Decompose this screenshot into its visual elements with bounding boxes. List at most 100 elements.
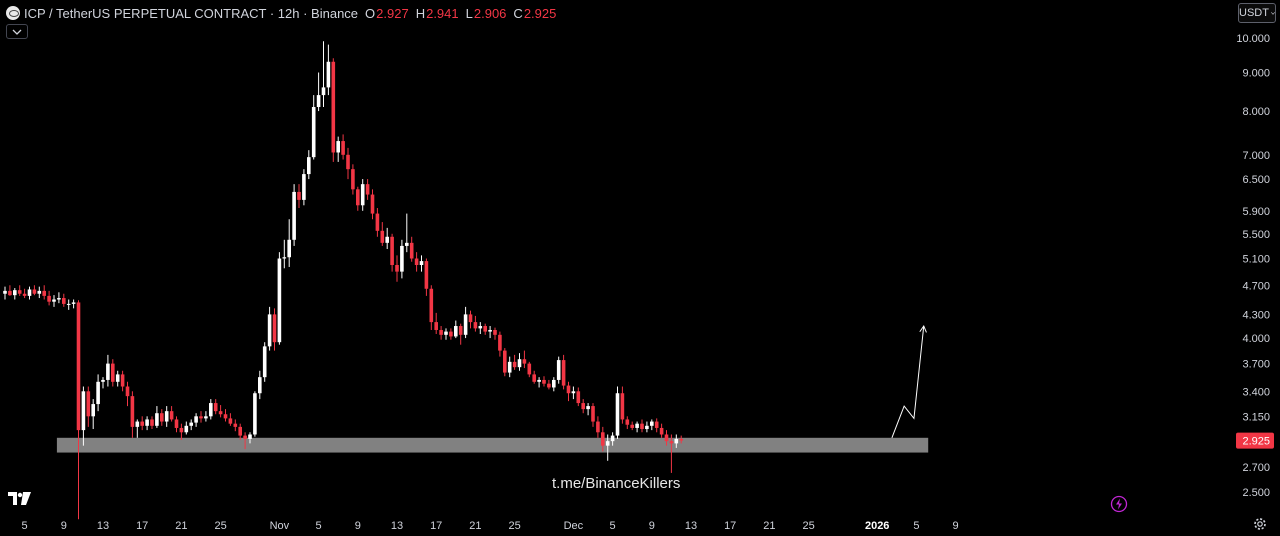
- lightning-icon[interactable]: [1110, 495, 1128, 513]
- candle-body: [179, 427, 184, 433]
- collapse-legend-button[interactable]: [6, 24, 28, 39]
- x-tick-label: 21: [469, 520, 481, 532]
- candle: [488, 326, 492, 339]
- candle: [130, 391, 135, 438]
- candle: [532, 370, 536, 384]
- candle: [385, 227, 389, 250]
- candle-body: [409, 242, 414, 259]
- candle-body: [645, 425, 649, 430]
- y-tick-label: 5.500: [1242, 229, 1270, 241]
- x-tick-label: 17: [430, 520, 442, 532]
- candle: [282, 239, 287, 269]
- candle-body: [292, 191, 296, 240]
- candle-body: [581, 403, 585, 410]
- candle: [336, 136, 340, 162]
- x-tick-label: 25: [508, 520, 520, 532]
- x-tick-label: Dec: [564, 520, 584, 532]
- currency-selector[interactable]: USDT: [1238, 3, 1276, 23]
- tradingview-logo-icon[interactable]: [8, 492, 32, 506]
- symbol-title[interactable]: ICP / TetherUS PERPETUAL CONTRACT · 12h …: [24, 5, 359, 21]
- candle-body: [71, 302, 76, 304]
- candle-body: [302, 174, 306, 200]
- candle-body: [233, 423, 238, 427]
- candle-body: [135, 421, 140, 427]
- candle: [625, 416, 630, 430]
- candle: [444, 328, 448, 340]
- candle: [650, 419, 654, 431]
- candle-body: [336, 141, 340, 153]
- candle: [424, 258, 429, 296]
- candle-body: [164, 411, 169, 422]
- candle-body: [552, 379, 556, 388]
- candle-body: [674, 438, 679, 444]
- candle: [228, 413, 233, 426]
- candle: [326, 44, 331, 96]
- ohlc-low-value: 2.906: [473, 5, 507, 21]
- candle-body: [287, 239, 291, 258]
- candle-body: [346, 154, 350, 170]
- candle: [253, 391, 257, 437]
- candle: [174, 416, 179, 433]
- candle-body: [145, 419, 149, 426]
- candle-body: [311, 107, 316, 158]
- candle: [454, 320, 458, 339]
- chevron-down-icon: [12, 29, 22, 35]
- candle-body: [630, 424, 634, 428]
- candle-body: [488, 329, 492, 332]
- candle-body: [517, 359, 522, 368]
- candle-body: [620, 393, 625, 420]
- symbol-legend[interactable]: ICP / TetherUS PERPETUAL CONTRACT · 12h …: [6, 4, 556, 22]
- candle: [635, 421, 639, 433]
- candle: [605, 434, 610, 461]
- candle-body: [463, 314, 468, 335]
- candle-body: [650, 421, 654, 426]
- candle: [380, 222, 385, 246]
- candle: [13, 288, 17, 300]
- candle-body: [223, 414, 228, 419]
- candle: [248, 432, 252, 444]
- candle-body: [130, 396, 135, 427]
- candle-body: [625, 419, 630, 425]
- candle-body: [194, 416, 198, 423]
- candle-body: [458, 326, 463, 335]
- ohlc-open-value: 2.927: [376, 5, 409, 21]
- y-tick-label: 3.150: [1242, 411, 1270, 423]
- candle-body: [449, 331, 453, 337]
- candle: [311, 95, 316, 160]
- candle-body: [321, 87, 326, 96]
- candle-body: [42, 290, 46, 296]
- candle: [414, 252, 419, 272]
- candle-body: [204, 416, 208, 419]
- x-tick-label: 9: [649, 520, 655, 532]
- candle: [620, 386, 625, 424]
- gear-icon[interactable]: [1253, 517, 1267, 531]
- candle: [434, 312, 438, 335]
- candle: [321, 41, 326, 108]
- candle-body: [307, 157, 311, 175]
- candle: [664, 430, 669, 446]
- candle: [32, 285, 37, 296]
- candle: [297, 184, 301, 209]
- candle-body: [297, 191, 301, 200]
- y-tick-label: 9.000: [1242, 68, 1270, 80]
- candle: [503, 348, 507, 377]
- y-tick-label: 5.100: [1242, 254, 1270, 266]
- candle-body: [326, 61, 331, 88]
- candle-body: [86, 391, 91, 417]
- candle: [468, 310, 473, 329]
- candle-body: [32, 289, 37, 294]
- projection-path: [891, 325, 925, 438]
- candle-body: [52, 299, 56, 302]
- x-tick-label: 17: [136, 520, 148, 532]
- candle-body: [209, 403, 213, 417]
- y-tick-label: 4.700: [1242, 280, 1270, 292]
- candle-body: [351, 169, 355, 190]
- candle: [439, 326, 443, 340]
- candle-body: [390, 236, 394, 265]
- candle-body: [444, 331, 448, 335]
- candle-body: [679, 438, 683, 441]
- candle-body: [542, 379, 546, 384]
- candle: [561, 354, 566, 390]
- y-tick-label: 3.700: [1242, 359, 1270, 371]
